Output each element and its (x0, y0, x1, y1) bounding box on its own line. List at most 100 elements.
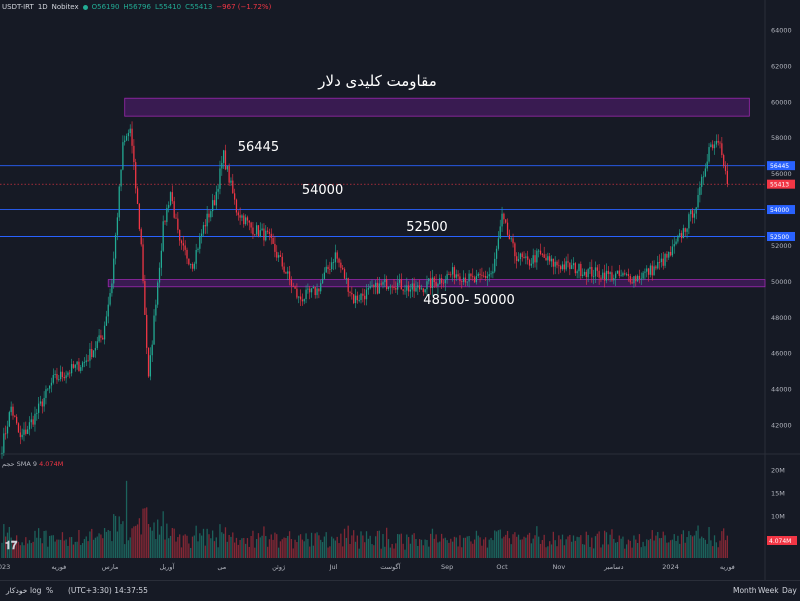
volume-bar (358, 548, 360, 558)
candle-body (320, 283, 322, 292)
volume-bar (14, 544, 16, 558)
volume-tick-label: 10M (771, 513, 785, 521)
volume-bar (635, 539, 637, 558)
volume-bar (277, 547, 280, 558)
candle-body (587, 269, 589, 278)
candle-body (695, 207, 697, 214)
volume-bar (464, 537, 467, 558)
percent-scale-button[interactable]: % (46, 586, 54, 595)
volume-bar (171, 527, 173, 558)
level-price-label: 52500 (770, 234, 789, 241)
range-week-button[interactable]: Week (758, 586, 779, 595)
candle-body (583, 271, 586, 275)
candle-body (331, 262, 333, 270)
x-tick-label: آگوست (380, 562, 401, 571)
volume-bar (481, 545, 483, 558)
y-tick-label: 60000 (771, 98, 792, 106)
y-tick-label: 46000 (771, 350, 792, 358)
candle-body (120, 169, 122, 187)
chart-annotation[interactable]: 48500- 50000 (423, 293, 515, 308)
volume-bar (250, 536, 252, 558)
candle-body (475, 276, 478, 283)
volume-bar (600, 547, 602, 558)
candle-body (435, 282, 437, 287)
auto-scale-button[interactable]: خودکار (6, 586, 28, 595)
candle-body (149, 355, 152, 377)
volume-bar (492, 540, 494, 558)
volume-bar (556, 546, 558, 558)
volume-bar (538, 536, 540, 558)
candle-body (37, 403, 40, 413)
candle-body (336, 252, 338, 259)
volume-bar (321, 542, 324, 558)
candle-body (17, 423, 20, 433)
candle-body (593, 276, 595, 278)
volume-bar (120, 524, 122, 558)
volume-bar (162, 511, 164, 558)
candle-body (386, 279, 388, 290)
candle-body (169, 192, 172, 206)
volume-bar (398, 534, 401, 558)
volume-bar (691, 536, 694, 558)
volume-bar (671, 539, 674, 558)
volume-bar (622, 536, 624, 558)
log-scale-button[interactable]: log (30, 586, 42, 595)
volume-bar (495, 531, 498, 558)
candle-body (479, 273, 481, 275)
y-tick-label: 44000 (771, 386, 792, 394)
y-tick-label: 52000 (771, 242, 792, 250)
volume-bar (12, 540, 14, 558)
volume-bar (343, 528, 346, 558)
volume-bar (668, 542, 670, 558)
volume-bar (41, 543, 43, 558)
chart-annotation[interactable]: 52500 (406, 220, 447, 235)
candle-body (600, 277, 602, 279)
candle-body (420, 288, 423, 290)
volume-bar (186, 535, 188, 558)
volume-bar (92, 539, 95, 558)
level-price-label: 56445 (770, 163, 789, 170)
candle-body (299, 296, 302, 300)
candle-body (686, 228, 688, 232)
candle-body (585, 271, 587, 278)
candle-body (345, 278, 348, 280)
candle-body (217, 188, 219, 192)
tradingview-logo-icon[interactable]: 𝟏𝟕 (5, 539, 18, 552)
chart-annotation[interactable]: 56445 (238, 140, 279, 155)
volume-bar (338, 543, 340, 558)
volume-bar (219, 524, 221, 558)
range-month-button[interactable]: Month (733, 586, 757, 595)
candle-body (329, 269, 331, 270)
candle-body (204, 225, 206, 227)
volume-bar (675, 540, 677, 558)
volume-bar (602, 544, 604, 558)
candle-body (389, 286, 391, 288)
range-day-button[interactable]: Day (782, 586, 797, 595)
volume-bar (695, 530, 697, 558)
zone-box[interactable] (124, 97, 750, 117)
candle-body (629, 275, 631, 283)
symbol-label[interactable]: USDT-IRT (2, 3, 34, 11)
candle-body (657, 261, 659, 269)
volume-bar (133, 526, 135, 558)
candle-body (708, 147, 710, 162)
x-tick-label: Nov (552, 563, 565, 571)
timezone-clock[interactable]: (UTC+3:30) 14:37:55 (68, 586, 148, 595)
volume-bar (96, 536, 98, 558)
volume-bar (517, 534, 520, 558)
candle-body (492, 271, 494, 274)
volume-bar (283, 537, 285, 558)
volume-bar (704, 539, 707, 558)
interval-label[interactable]: 1D (37, 3, 48, 11)
candle-body (98, 335, 100, 342)
candle-body (263, 228, 265, 241)
volume-bar (409, 543, 412, 558)
volume-bar (255, 539, 258, 558)
candle-body (195, 249, 197, 264)
volume-bar (693, 535, 696, 558)
chart-annotation[interactable]: مقاومت کلیدی دلار (317, 72, 436, 90)
volume-bar (404, 549, 406, 558)
chart-annotation[interactable]: 54000 (302, 183, 343, 198)
volume-bar (244, 543, 247, 558)
